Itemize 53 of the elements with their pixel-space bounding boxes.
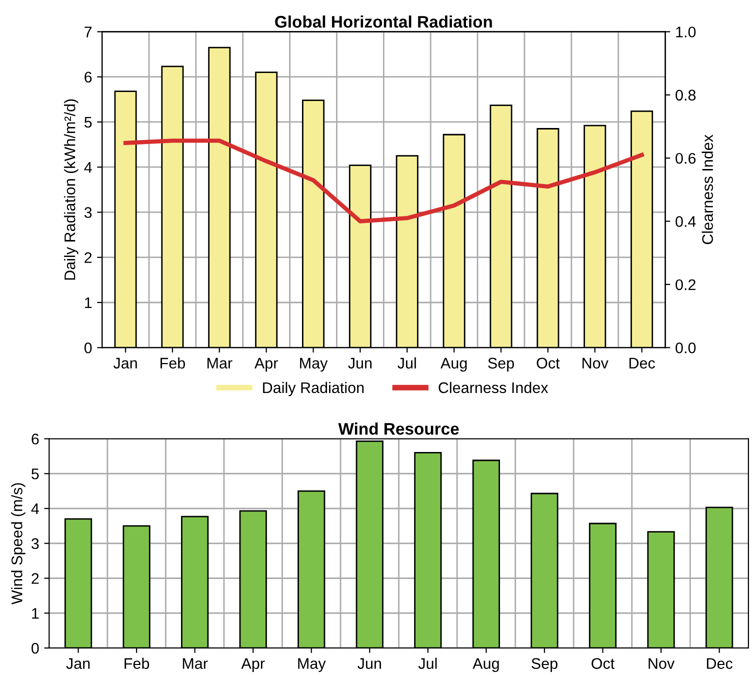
chart-title: Global Horizontal Radiation bbox=[275, 15, 492, 28]
y-tick-label: 5 bbox=[32, 468, 39, 480]
x-tick-label: Apr bbox=[254, 358, 278, 372]
x-tick-label: Apr bbox=[241, 658, 265, 672]
x-tick-label: Dec bbox=[629, 358, 655, 369]
y-axis-title: Wind Speed (m/s) bbox=[11, 483, 26, 604]
y2-tick-label: 0.8 bbox=[676, 90, 696, 101]
chart-title: Wind Resource bbox=[338, 422, 459, 435]
legend-label: Clearness Index bbox=[438, 382, 548, 394]
y2-axis-title: Clearness Index bbox=[702, 134, 714, 244]
y-tick-label: 2 bbox=[84, 252, 92, 263]
y-tick-label: 0 bbox=[84, 342, 92, 354]
x-tick-label: Jan bbox=[113, 358, 137, 369]
y-tick-label: 6 bbox=[32, 434, 39, 444]
y-tick-label: 4 bbox=[31, 504, 39, 514]
y2-tick-label: 0.2 bbox=[676, 279, 696, 290]
x-tick-label: Nov bbox=[582, 358, 608, 369]
x-tick-label: Sep bbox=[488, 358, 514, 372]
x-tick-label: Oct bbox=[592, 658, 615, 669]
x-tick-label: Jun bbox=[358, 658, 381, 669]
x-tick-label: Aug bbox=[440, 358, 467, 372]
y-axis-title: Daily Radiation (kWh/m²/d) bbox=[64, 99, 78, 280]
x-tick-label: Jan bbox=[66, 658, 90, 669]
x-tick-label: Jul bbox=[418, 658, 437, 669]
y-tick-label: 6 bbox=[84, 72, 92, 83]
y-tick-label: 1 bbox=[85, 298, 92, 308]
y-tick-label: 4 bbox=[84, 162, 92, 173]
x-tick-label: Feb bbox=[160, 357, 185, 369]
y-tick-label: 7 bbox=[84, 26, 92, 38]
y-tick-label: 2 bbox=[32, 573, 39, 584]
y-tick-label: 3 bbox=[32, 538, 39, 550]
line-series bbox=[123, 138, 644, 224]
y2-tick-label: 0.6 bbox=[676, 152, 696, 164]
x-tick-label: Mar bbox=[207, 358, 232, 369]
y-tick-label: 0 bbox=[32, 642, 39, 654]
x-tick-label: May bbox=[298, 658, 326, 672]
y-tick-label: 1 bbox=[32, 608, 39, 619]
y2-tick-label: 0.0 bbox=[676, 342, 696, 354]
y2-tick-label: 0.4 bbox=[676, 216, 696, 227]
x-tick-label: Feb bbox=[124, 658, 150, 669]
x-tick-label: Jul bbox=[398, 357, 416, 369]
x-tick-label: Nov bbox=[648, 658, 675, 669]
y-tick-label: 3 bbox=[84, 207, 92, 218]
x-tick-label: Jun bbox=[348, 358, 372, 369]
x-tick-label: Mar bbox=[182, 658, 208, 669]
y2-tick-label: 1.0 bbox=[676, 26, 696, 38]
x-tick-label: May bbox=[300, 358, 328, 372]
x-tick-label: Dec bbox=[706, 658, 732, 669]
y-tick-label: 5 bbox=[84, 117, 92, 128]
x-tick-label: Sep bbox=[532, 658, 558, 672]
legend-label: Daily Radiation bbox=[263, 382, 364, 396]
x-tick-label: Aug bbox=[472, 658, 499, 672]
x-tick-label: Oct bbox=[536, 358, 560, 369]
